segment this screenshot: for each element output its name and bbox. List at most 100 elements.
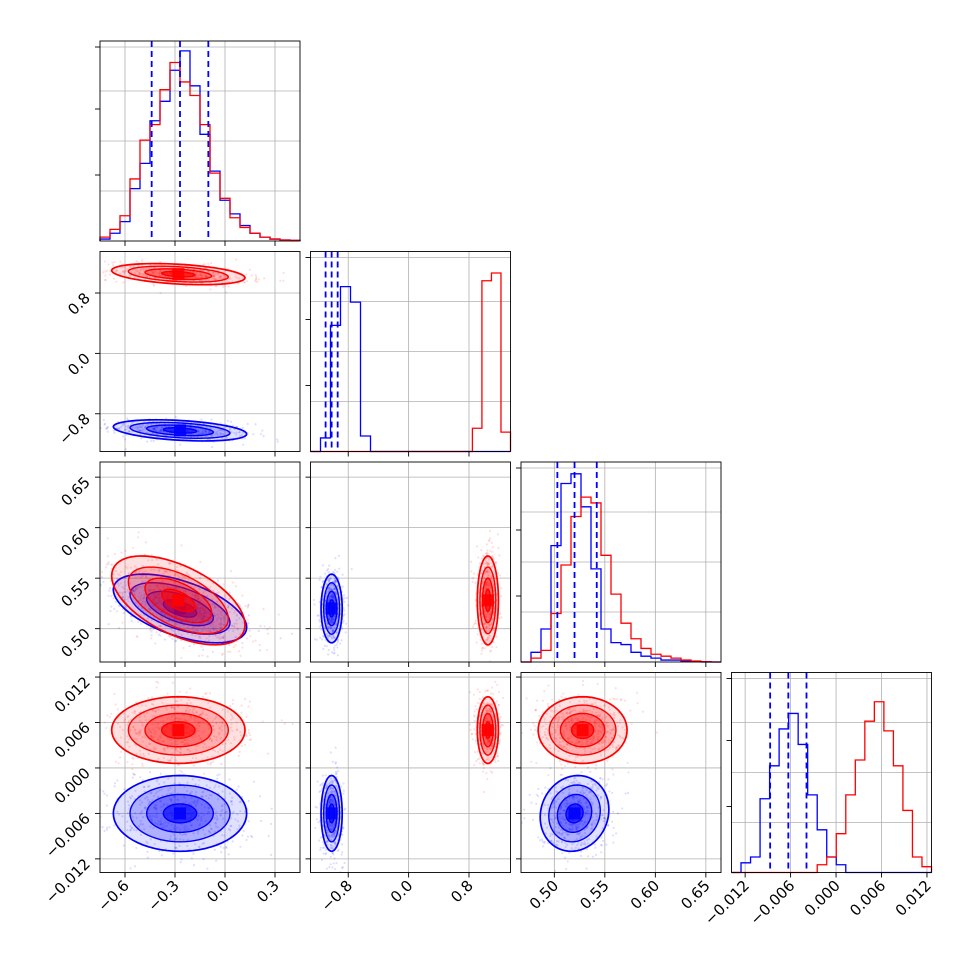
scatter-point [154, 596, 157, 599]
scatter-point [485, 543, 489, 546]
scatter-point [342, 593, 346, 597]
scatter-point [107, 594, 110, 597]
scatter-point [155, 780, 158, 783]
scatter-point [333, 644, 337, 647]
scatter-point [489, 576, 492, 580]
scatter-point [38, 419, 40, 421]
scatter-point [122, 266, 125, 269]
scatter-point [128, 807, 131, 810]
scatter-point [217, 272, 220, 275]
scatter-point [321, 564, 325, 567]
scatter-point [215, 859, 218, 862]
scatter-point [204, 429, 207, 432]
scatter-point [192, 832, 195, 835]
scatter-point [223, 667, 225, 669]
scatter-point [167, 610, 170, 614]
scatter-point [498, 554, 501, 557]
scatter-point [482, 577, 485, 580]
scatter-point [229, 610, 232, 614]
scatter-point [200, 752, 203, 756]
scatter-point [158, 592, 161, 595]
scatter-point [152, 598, 155, 601]
scatter-point [217, 616, 220, 619]
scatter-point [131, 613, 135, 616]
scatter-point [330, 594, 333, 597]
scatter-point [334, 579, 337, 583]
scatter-point [212, 624, 215, 627]
scatter-point [246, 604, 250, 607]
scatter-point [209, 831, 212, 835]
scatter-point [113, 785, 116, 788]
scatter-point [169, 562, 172, 565]
scatter-point [155, 596, 158, 599]
scatter-point [200, 435, 203, 439]
scatter-point [186, 582, 190, 585]
scatter-point [197, 636, 200, 639]
scatter-point [475, 641, 478, 644]
scatter-point [138, 426, 141, 429]
scatter-point [105, 427, 108, 430]
scatter-point [133, 797, 136, 801]
scatter-point [262, 434, 265, 438]
scatter-point [485, 586, 488, 589]
scatter-point [141, 574, 144, 577]
scatter-point [328, 586, 331, 590]
scatter-point [319, 836, 322, 839]
scatter-point [208, 786, 211, 789]
scatter-point [192, 711, 195, 714]
scatter-point [475, 545, 479, 548]
scatter-point [148, 801, 151, 804]
scatter-point [167, 789, 170, 792]
scatter-point [336, 640, 339, 644]
scatter-point [200, 817, 203, 820]
scatter-point [482, 770, 485, 773]
scatter-point [194, 843, 197, 846]
scatter-point [170, 775, 173, 778]
scatter-point [236, 609, 239, 612]
scatter-point [197, 602, 200, 606]
scatter-point [180, 858, 183, 861]
scatter-point [132, 589, 135, 592]
scatter-point [483, 622, 486, 625]
scatter-point [331, 595, 334, 599]
scatter-point [137, 825, 141, 828]
scatter-point [205, 784, 208, 787]
scatter-point [197, 721, 200, 724]
scatter-point [214, 633, 217, 636]
scatter-point [170, 628, 173, 631]
scatter-point [133, 593, 136, 596]
scatter-point [195, 800, 199, 803]
scatter-point [329, 626, 332, 629]
density-peak-0 [325, 602, 338, 615]
scatter-point [124, 584, 127, 587]
scatter-point [161, 582, 165, 585]
scatter-point [330, 651, 334, 654]
scatter-point [215, 721, 218, 724]
scatter-point [224, 810, 227, 814]
scatter-point [250, 274, 253, 277]
scatter-point [331, 595, 334, 598]
scatter-point [102, 580, 105, 584]
scatter-point [131, 815, 135, 819]
scatter-point [167, 574, 170, 577]
scatter-point [139, 622, 143, 625]
scatter-point [137, 604, 141, 607]
scatter-point [86, 764, 88, 766]
scatter-point [156, 433, 160, 436]
scatter-point [184, 580, 187, 583]
scatter-point [152, 612, 155, 615]
scatter-point [329, 619, 332, 622]
scatter-point [155, 631, 158, 634]
scatter-point [487, 568, 490, 572]
scatter-point [331, 619, 335, 622]
scatter-point [215, 278, 218, 281]
scatter-point [102, 271, 105, 274]
scatter-point [106, 555, 109, 558]
scatter-point [341, 627, 344, 630]
scatter-point [216, 273, 220, 276]
scatter-point [350, 568, 353, 571]
scatter-point [231, 796, 234, 799]
scatter-point [182, 616, 185, 619]
scatter-point [214, 822, 218, 825]
scatter-point [137, 426, 140, 429]
